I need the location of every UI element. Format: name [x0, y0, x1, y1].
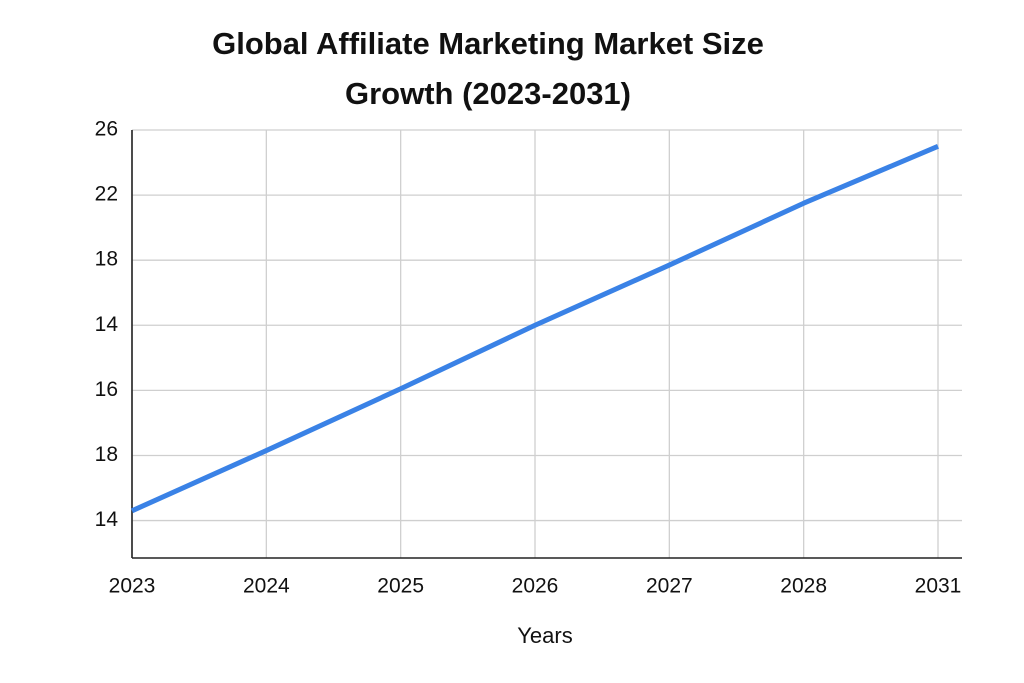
x-axis-label: Years [517, 623, 572, 648]
y-tick-label: 14 [95, 508, 119, 531]
x-tick-label: 2031 [915, 575, 962, 598]
x-tick-label: 2025 [377, 575, 424, 598]
y-tick-label: 18 [95, 443, 118, 466]
y-tick-label: 18 [95, 248, 118, 271]
chart-title: Global Affiliate Marketing Market Size [212, 26, 764, 61]
x-tick-label: 2024 [243, 575, 290, 598]
y-tick-label: 22 [95, 183, 118, 206]
x-tick-label: 2026 [512, 575, 559, 598]
chart-title: Growth (2023-2031) [345, 76, 631, 111]
y-tick-label: 14 [95, 313, 119, 336]
x-tick-label: 2023 [109, 575, 156, 598]
x-tick-label: 2027 [646, 575, 693, 598]
x-tick-label: 2028 [780, 575, 827, 598]
data-line [130, 143, 939, 514]
y-tick-label: 26 [95, 118, 118, 141]
y-tick-label: 16 [95, 378, 118, 401]
